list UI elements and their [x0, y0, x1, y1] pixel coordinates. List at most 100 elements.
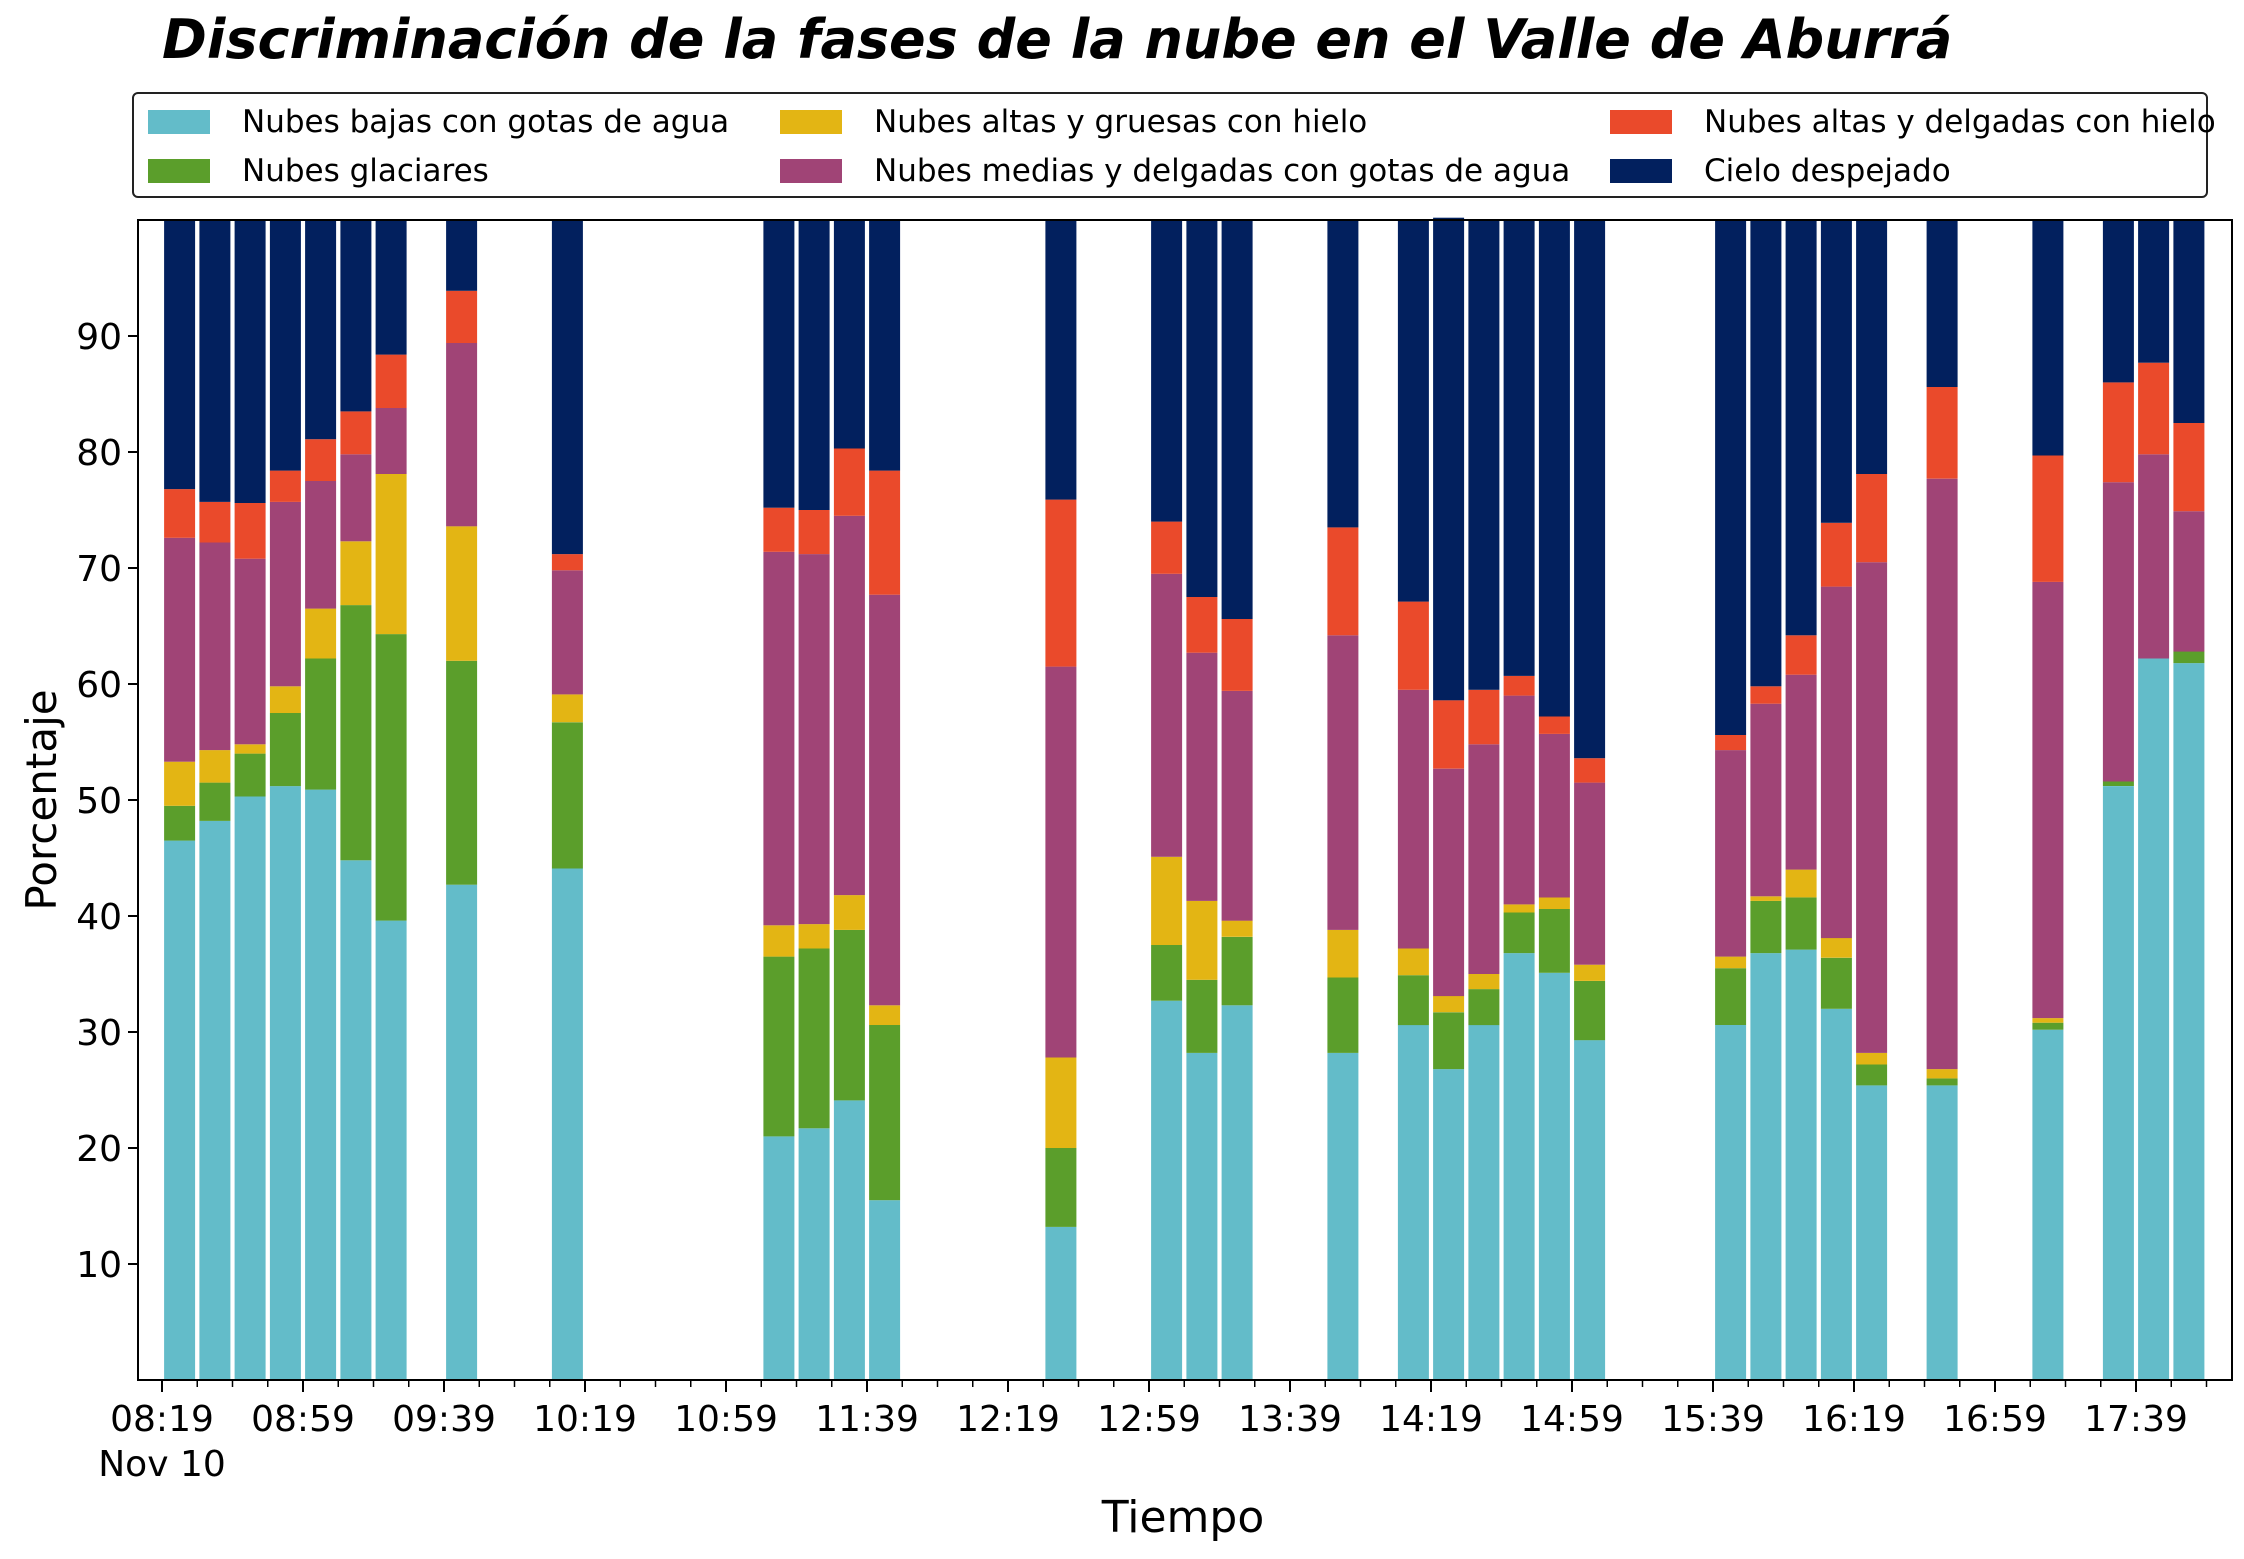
bar-segment	[833, 1100, 865, 1380]
bar-segment	[2102, 220, 2134, 383]
y-tick-label: 50	[76, 781, 122, 822]
x-tick-label: 17:39	[2084, 1399, 2188, 1440]
bar-segment	[1856, 1064, 1888, 1086]
bar-segment	[1538, 909, 1570, 973]
bar-segment	[763, 507, 795, 552]
y-axis: 10 20 30 40 50 60 70 80 90	[76, 317, 138, 1286]
legend-item-high-thick-ice: Nubes altas y gruesas con hielo	[780, 104, 1367, 140]
bar-segment	[1715, 1025, 1747, 1380]
bar-segment	[234, 558, 266, 745]
bar-segment	[1715, 956, 1747, 969]
bar-segment	[269, 501, 301, 687]
x-tick-label: 11:39	[815, 1399, 919, 1440]
legend-swatch	[1610, 159, 1672, 183]
bar-segment	[1468, 220, 1500, 690]
bar-segment	[1221, 220, 1253, 619]
bar-segment	[1327, 1052, 1359, 1380]
bar-segment	[2032, 1029, 2064, 1380]
bar-segment	[1433, 1069, 1465, 1380]
bar-segment	[1856, 220, 1888, 474]
bar-segment	[798, 948, 830, 1129]
bar-segment	[763, 220, 795, 508]
bar-segment	[199, 220, 231, 502]
bar-segment	[1503, 953, 1535, 1380]
bar-segment	[2173, 220, 2205, 423]
y-tick-label: 10	[76, 1245, 122, 1286]
bar-segment	[1538, 733, 1570, 898]
bar-segment	[2138, 454, 2170, 659]
bar-segment	[446, 343, 478, 527]
legend-label: Nubes altas y gruesas con hielo	[874, 104, 1368, 140]
bar-segment	[763, 956, 795, 1137]
bar-segment	[1151, 856, 1183, 945]
x-tick-label: 12:19	[956, 1399, 1060, 1440]
bar-segment	[1715, 750, 1747, 957]
bar-segment	[269, 470, 301, 502]
bar-segment	[1785, 949, 1817, 1380]
legend-swatch	[780, 159, 842, 183]
y-tick-label: 40	[76, 897, 122, 938]
bar-segment	[1397, 1025, 1429, 1380]
bar-segment	[798, 510, 830, 555]
bar-segment	[375, 474, 407, 635]
bar-segment	[798, 554, 830, 925]
legend-label: Cielo despejado	[1704, 153, 1951, 189]
legend-label: Nubes medias y delgadas con gotas de agu…	[874, 153, 1571, 189]
bar-segment	[1433, 768, 1465, 997]
bar-segment	[234, 220, 266, 503]
legend-swatch	[148, 110, 210, 134]
x-axis-label: Tiempo	[1101, 1492, 1265, 1543]
legend-swatch	[780, 110, 842, 134]
bar-segment	[305, 481, 337, 609]
bar-segment	[1574, 782, 1606, 965]
bar-segment	[551, 554, 583, 571]
x-tick-label: 08:19	[110, 1399, 214, 1440]
x-tick-label: 08:59	[251, 1399, 355, 1440]
bar-segment	[2102, 482, 2134, 782]
bar-segment	[1221, 691, 1253, 921]
bar-segment	[1468, 1025, 1500, 1380]
bar-segment	[1503, 912, 1535, 954]
bar-segment	[1926, 1078, 1958, 1086]
bar-segment	[2102, 786, 2134, 1380]
legend-item-mid-thin-water: Nubes medias y delgadas con gotas de agu…	[780, 153, 1570, 189]
bar-segment	[1856, 1052, 1888, 1065]
y-tick-label: 70	[76, 549, 122, 590]
bar-segment	[1750, 900, 1782, 954]
bar-segment	[1856, 562, 1888, 1053]
bar-segment	[2032, 220, 2064, 456]
bar-segment	[1186, 1052, 1218, 1380]
bar-segment	[199, 820, 231, 1380]
x-tick-label: 16:59	[1943, 1399, 2047, 1440]
x-tick-label: 14:19	[1379, 1399, 1483, 1440]
bars-group	[164, 217, 2205, 1380]
bar-segment	[305, 220, 337, 440]
bar-segment	[2032, 1018, 2064, 1023]
bar-segment	[1750, 896, 1782, 901]
bar-segment	[1926, 1069, 1958, 1079]
bar-segment	[164, 537, 196, 762]
y-tick-label: 90	[76, 317, 122, 358]
bar-segment	[1221, 619, 1253, 691]
bar-segment	[551, 722, 583, 869]
bar-segment	[1397, 975, 1429, 1026]
bar-segment	[340, 411, 372, 455]
bar-segment	[1538, 716, 1570, 734]
y-tick-label: 60	[76, 665, 122, 706]
bar-segment	[1503, 904, 1535, 913]
y-tick-label: 30	[76, 1013, 122, 1054]
bar-segment	[1468, 974, 1500, 990]
bar-segment	[269, 786, 301, 1380]
bar-segment	[1045, 1148, 1077, 1227]
bar-segment	[1820, 586, 1852, 939]
bar-segment	[1715, 735, 1747, 751]
bar-segment	[1574, 964, 1606, 981]
bar-segment	[2173, 423, 2205, 512]
bar-segment	[1433, 217, 1465, 701]
bar-segment	[446, 220, 478, 291]
x-tick-label: 12:59	[1097, 1399, 1201, 1440]
bar-segment	[1503, 695, 1535, 905]
bar-segment	[1186, 652, 1218, 901]
bar-segment	[1926, 387, 1958, 479]
bar-segment	[446, 526, 478, 661]
